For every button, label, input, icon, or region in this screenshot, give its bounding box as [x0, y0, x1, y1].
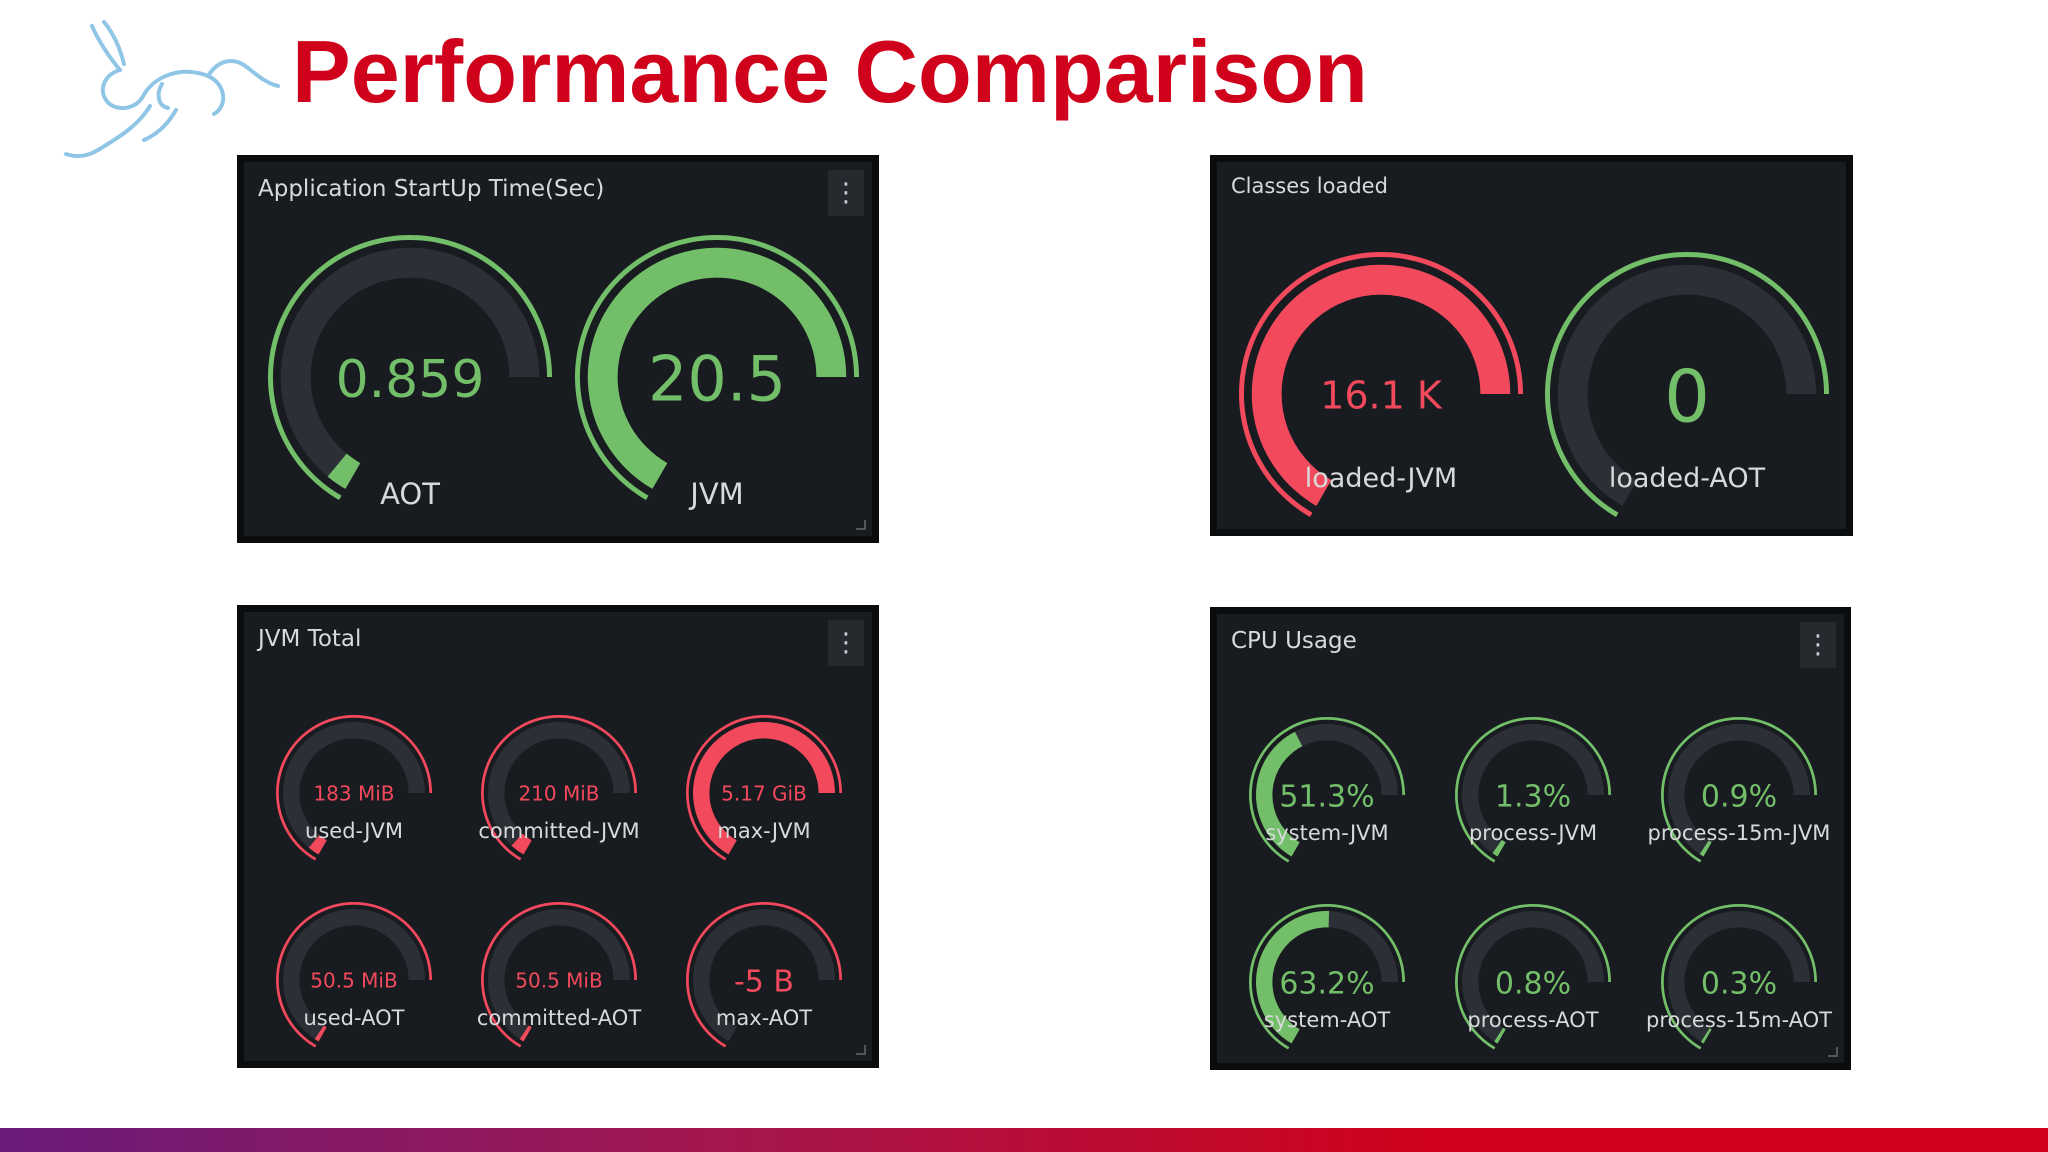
gauge-value: 0.3%: [1701, 966, 1777, 1001]
gauge-label: committed-JVM: [478, 819, 639, 843]
gauge-label: max-AOT: [716, 1006, 812, 1030]
panel-menu-icon[interactable]: ⋮: [828, 620, 864, 666]
resize-handle-icon[interactable]: [1828, 1047, 1838, 1057]
gauge-value: 0.8%: [1495, 966, 1571, 1001]
panel-menu-icon[interactable]: ⋮: [1800, 622, 1836, 668]
gauge-committed-JVM: 210 MiB committed-JVM: [478, 715, 640, 861]
gauge-label: system-AOT: [1264, 1008, 1391, 1032]
gauge-value: 183 MiB: [313, 782, 394, 806]
gauge-label: AOT: [380, 477, 440, 511]
gauge-fill: [1492, 839, 1506, 857]
gauge-used-AOT: 50.5 MiB used-AOT: [276, 902, 432, 1048]
gauge-fill: [1256, 731, 1303, 857]
gauge-value: 50.5 MiB: [310, 969, 397, 993]
gauge-system-JVM: 51.3% system-JVM: [1249, 717, 1405, 863]
panel-menu-icon[interactable]: ⋮: [828, 170, 864, 216]
gauge-label: process-JVM: [1469, 821, 1597, 845]
gauge-value: 1.3%: [1495, 779, 1571, 814]
gauge-value: 50.5 MiB: [515, 969, 602, 993]
gauge-label: process-AOT: [1467, 1008, 1598, 1032]
gauge-label: max-JVM: [717, 819, 810, 843]
rabbit-logo: [64, 20, 280, 159]
gauge-label: JVM: [688, 477, 743, 511]
panel-title: CPU Usage: [1231, 628, 1357, 654]
resize-handle-icon[interactable]: [856, 1045, 866, 1055]
gauge-process-AOT: 0.8% process-AOT: [1455, 904, 1611, 1050]
gauge-max-AOT: -5 B max-AOT: [686, 902, 842, 1048]
footer-gradient-bar: [0, 1128, 2048, 1152]
panel-startup-time: Application StartUp Time(Sec) ⋮ 0.859 AOT…: [237, 155, 879, 543]
gauge-label: process-15m-JVM: [1648, 821, 1831, 845]
resize-handle-icon[interactable]: [856, 520, 866, 530]
gauge-fill: [1700, 1028, 1712, 1044]
gauge-loaded-JVM: 16.1 K loaded-JVM: [1239, 252, 1523, 517]
panel-jvm-total: JVM Total ⋮ 183 MiB used-JVM 210 MiB commit…: [237, 605, 879, 1068]
gauge-fill: [1699, 840, 1712, 857]
gauge-fill: [314, 1025, 327, 1042]
gauge-area: 183 MiB used-JVM 210 MiB committed-JVM 5.17 …: [276, 715, 842, 1048]
gauge-loaded-AOT: 0 loaded-AOT: [1545, 252, 1829, 517]
gauge-value: 210 MiB: [518, 782, 599, 806]
gauge-fill: [327, 453, 361, 489]
gauge-value: 0: [1664, 354, 1710, 438]
gauge-system-AOT: 63.2% system-AOT: [1249, 904, 1405, 1050]
gauge-process-JVM: 1.3% process-JVM: [1455, 717, 1611, 863]
panel-title: JVM Total: [258, 626, 362, 652]
panel-cpu-usage: CPU Usage ⋮ 51.3% system-JVM 1.3% process-J…: [1210, 607, 1851, 1070]
gauge-used-JVM: 183 MiB used-JVM: [276, 715, 432, 861]
gauge-label: loaded-AOT: [1609, 463, 1766, 494]
gauge-value: 63.2%: [1279, 966, 1374, 1001]
gauge-value: 51.3%: [1279, 779, 1374, 814]
gauge-JVM: 20.5 JVM: [575, 235, 859, 511]
gauge-fill: [1494, 1027, 1506, 1044]
panel-title: Application StartUp Time(Sec): [258, 176, 605, 202]
gauge-value: 5.17 GiB: [721, 782, 807, 806]
gauge-value: -5 B: [734, 964, 794, 999]
gauge-fill: [308, 835, 327, 855]
gauge-fill: [519, 1025, 532, 1042]
gauge-value: 0.9%: [1701, 779, 1777, 814]
gauge-label: process-15m-AOT: [1646, 1008, 1832, 1032]
gauge-label: loaded-JVM: [1305, 463, 1457, 494]
gauge-fill: [1256, 911, 1330, 1044]
gauge-value: 0.859: [336, 350, 485, 410]
gauge-committed-AOT: 50.5 MiB committed-AOT: [477, 902, 642, 1048]
gauge-area: 51.3% system-JVM 1.3% process-JVM 0.9% proces…: [1249, 717, 1832, 1050]
gauge-max-JVM: 5.17 GiB max-JVM: [686, 715, 842, 861]
gauge-process-15m-AOT: 0.3% process-15m-AOT: [1646, 904, 1832, 1050]
gauge-value: 20.5: [648, 343, 786, 416]
gauge-AOT: 0.859 AOT: [268, 235, 552, 511]
gauge-area: 16.1 K loaded-JVM 0 loaded-AOT: [1239, 252, 1829, 517]
slide-title: Performance Comparison: [292, 22, 1368, 121]
gauge-process-15m-JVM: 0.9% process-15m-JVM: [1648, 717, 1831, 863]
panel-classes-loaded: Classes loaded 16.1 K loaded-JVM 0 loaded-A…: [1210, 155, 1853, 536]
panel-title: Classes loaded: [1231, 174, 1388, 198]
gauge-label: used-JVM: [305, 819, 403, 843]
gauge-label: system-JVM: [1265, 821, 1388, 845]
gauge-value: 16.1 K: [1320, 373, 1443, 417]
gauge-area: 0.859 AOT 20.5 JVM: [268, 235, 859, 511]
gauge-label: used-AOT: [304, 1006, 405, 1030]
gauge-fill: [511, 833, 532, 855]
gauge-label: committed-AOT: [477, 1006, 642, 1030]
